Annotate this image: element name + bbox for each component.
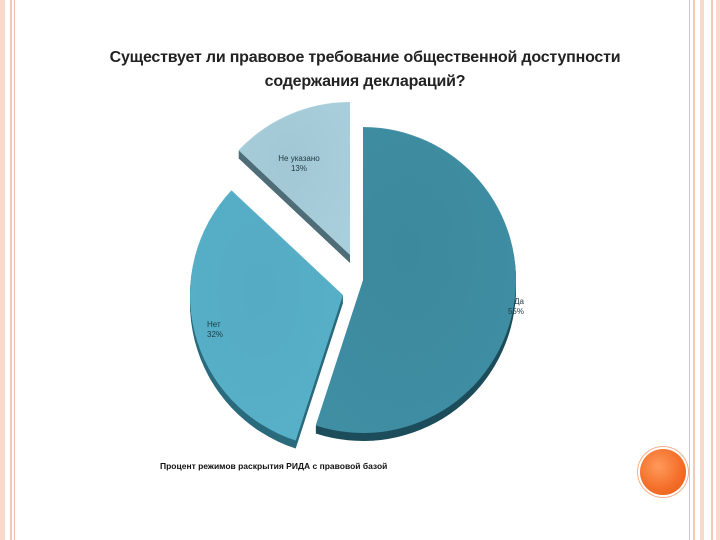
slide-title-line-1: Существует ли правовое требование общест… bbox=[109, 49, 621, 66]
pie-slice-2 bbox=[238, 102, 350, 255]
slide-title-line-2: содержания деклараций? bbox=[264, 73, 466, 90]
slice-label-name-0: Да bbox=[514, 297, 524, 306]
slide-title: Существует ли правовое требование общест… bbox=[60, 46, 670, 94]
slice-label-value-0: 55% bbox=[508, 307, 524, 316]
slice-label-value-2: 13% bbox=[291, 164, 307, 173]
chart-caption: Процент режимов раскрытия РИДА с правово… bbox=[160, 461, 388, 471]
slice-label-value-1: 32% bbox=[207, 330, 223, 339]
slice-label-name-1: Нет bbox=[207, 320, 221, 329]
orange-circle-decoration bbox=[640, 449, 686, 495]
pie-slice-1 bbox=[189, 190, 343, 441]
pie-slice-0 bbox=[315, 127, 516, 434]
slice-label-name-2: Не указано bbox=[278, 154, 320, 163]
